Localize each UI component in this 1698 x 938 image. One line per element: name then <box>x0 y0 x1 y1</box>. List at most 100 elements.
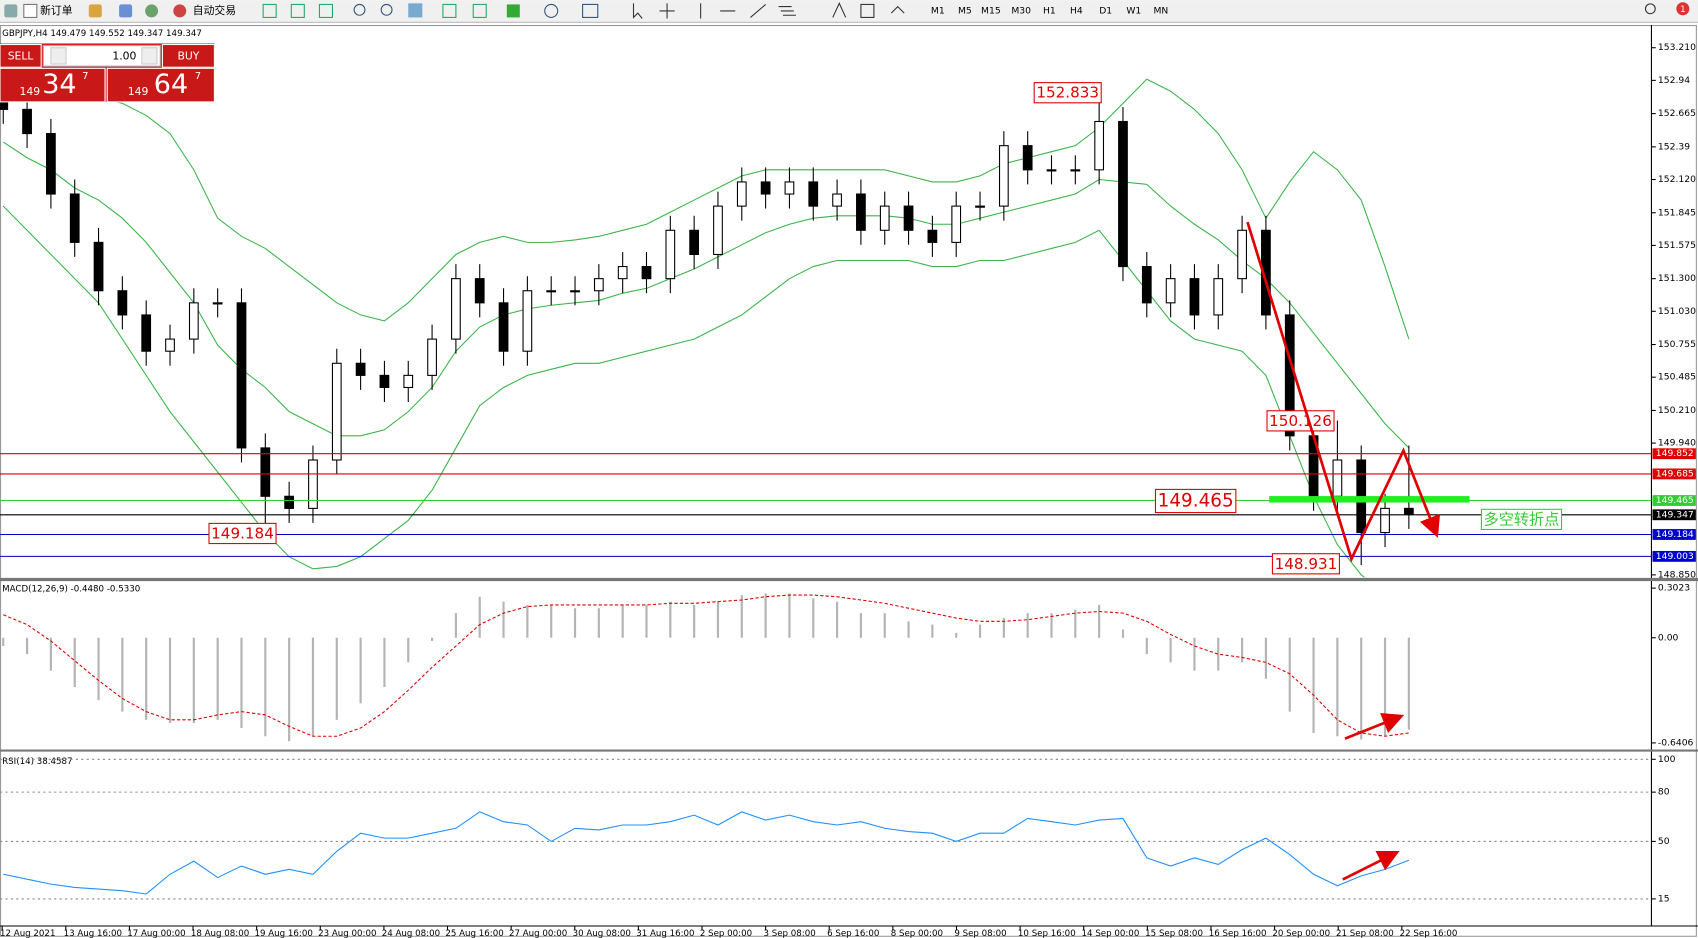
y-tick-label: 80 <box>1658 787 1670 798</box>
x-tick-label: 30 Aug 08:00 <box>573 929 631 938</box>
price-level-label: 149.347 <box>1656 509 1694 520</box>
timeframe-button[interactable]: MN <box>1153 5 1168 16</box>
icon[interactable] <box>408 3 423 18</box>
annotation-box <box>1154 488 1237 514</box>
trade-panel <box>0 43 215 103</box>
y-tick-label: 148.850 <box>1658 569 1696 580</box>
lot-value[interactable]: 1.00 <box>112 49 136 62</box>
x-tick-label: 21 Sep 08:00 <box>1336 929 1394 938</box>
timeframe-button[interactable]: H1 <box>1043 5 1056 16</box>
candle-body <box>308 459 318 509</box>
x-tick-label: 12 Aug 2021 <box>0 929 55 938</box>
icon[interactable] <box>145 4 159 18</box>
sell-price-box[interactable] <box>0 67 106 103</box>
icon[interactable] <box>544 3 559 18</box>
x-tick-label: 17 Aug 00:00 <box>127 929 185 938</box>
candle-body <box>689 229 700 256</box>
candle-body <box>1165 278 1176 304</box>
lot-box[interactable] <box>42 45 161 67</box>
rsi-line <box>3 811 1410 895</box>
candle-body <box>856 193 866 231</box>
icon[interactable] <box>659 3 675 19</box>
candle-body <box>1403 507 1414 515</box>
price-level-label: 149.465 <box>1656 495 1694 506</box>
price-level-tag <box>1652 529 1696 540</box>
x-tick-label: 24 Aug 08:00 <box>382 929 440 938</box>
icon[interactable] <box>632 3 643 19</box>
y-tick-label: 151.300 <box>1658 273 1696 284</box>
y-tick-label: 152.94 <box>1658 75 1690 86</box>
bollinger-upper <box>3 78 1410 340</box>
timeframe-button[interactable]: D1 <box>1099 5 1112 16</box>
y-tick-label: 151.575 <box>1658 240 1696 251</box>
y-tick-label: 150.755 <box>1658 339 1696 350</box>
candle-body <box>593 278 604 292</box>
icon[interactable] <box>860 3 875 18</box>
candle-body <box>903 205 914 231</box>
timeframe-button[interactable]: W1 <box>1126 5 1141 16</box>
icon[interactable] <box>506 4 520 18</box>
icon[interactable] <box>582 3 599 18</box>
icon[interactable] <box>119 4 133 18</box>
buy-button[interactable] <box>161 43 215 68</box>
lot-down[interactable] <box>50 47 67 65</box>
candle-body <box>260 447 271 497</box>
buy-label[interactable]: BUY <box>177 49 199 62</box>
icon[interactable] <box>318 3 333 18</box>
icon[interactable] <box>442 3 457 18</box>
icon[interactable] <box>890 5 905 14</box>
y-tick-label: 0.00 <box>1658 632 1679 643</box>
buy-price-small: 7 <box>195 71 201 82</box>
candle-body <box>1380 507 1390 534</box>
panel <box>0 758 1652 900</box>
timeframe-button[interactable]: M5 <box>958 5 972 16</box>
price-level-tag <box>1652 509 1696 521</box>
timeframe-button[interactable]: M30 <box>1011 5 1031 16</box>
lot-up[interactable] <box>141 47 158 65</box>
sell-button[interactable] <box>0 43 42 68</box>
auto-trading-button[interactable]: 自动交易 <box>193 3 236 17</box>
icon[interactable] <box>23 3 38 18</box>
price-level-label: 149.685 <box>1656 468 1694 479</box>
candle-body <box>1046 169 1057 172</box>
icon[interactable] <box>262 3 277 18</box>
candle-body <box>1094 120 1105 171</box>
icon[interactable] <box>380 3 393 16</box>
macd-title: MACD(12,26,9) -0.4480 -0.5330 <box>2 585 140 595</box>
icon[interactable] <box>173 4 187 18</box>
candle-body <box>617 266 628 280</box>
icon[interactable] <box>353 3 366 16</box>
panel <box>2 593 1410 742</box>
search-icon[interactable] <box>1644 3 1656 15</box>
y-tick-label: 150.485 <box>1658 372 1696 383</box>
icon[interactable] <box>700 3 796 19</box>
rsi-title: RSI(14) 38.4587 <box>2 757 72 767</box>
buy-price-box[interactable] <box>106 67 215 103</box>
candle-body <box>1070 169 1081 172</box>
timeframe-button[interactable]: H4 <box>1070 5 1083 16</box>
icon[interactable] <box>88 4 102 18</box>
icon[interactable] <box>4 4 18 18</box>
sell-label[interactable]: SELL <box>8 49 34 62</box>
x-tick-label: 2 Sep 00:00 <box>700 929 752 938</box>
icon[interactable] <box>832 2 847 18</box>
alert-badge[interactable] <box>1676 2 1690 16</box>
candle-body <box>998 145 1009 207</box>
timeframe-button[interactable]: M15 <box>981 5 1001 16</box>
icon[interactable] <box>472 3 487 18</box>
icon[interactable] <box>290 3 305 18</box>
candle-body <box>570 290 580 293</box>
x-tick-label: 20 Sep 00:00 <box>1272 929 1330 938</box>
timeframe-button[interactable]: M1 <box>931 5 945 16</box>
candle-body <box>117 290 128 316</box>
candle-body <box>1237 229 1247 280</box>
candle-body <box>93 241 104 292</box>
sell-price-small: 7 <box>82 71 88 82</box>
candle-body <box>760 181 771 195</box>
x-tick-label: 23 Aug 00:00 <box>318 929 376 938</box>
candle-body <box>188 302 199 340</box>
y-tick-label: -0.6406 <box>1658 737 1694 748</box>
price-level-label: 149.852 <box>1656 448 1694 459</box>
new-order-button[interactable]: 新订单 <box>40 3 73 17</box>
y-tick-label: 151.030 <box>1658 306 1696 317</box>
